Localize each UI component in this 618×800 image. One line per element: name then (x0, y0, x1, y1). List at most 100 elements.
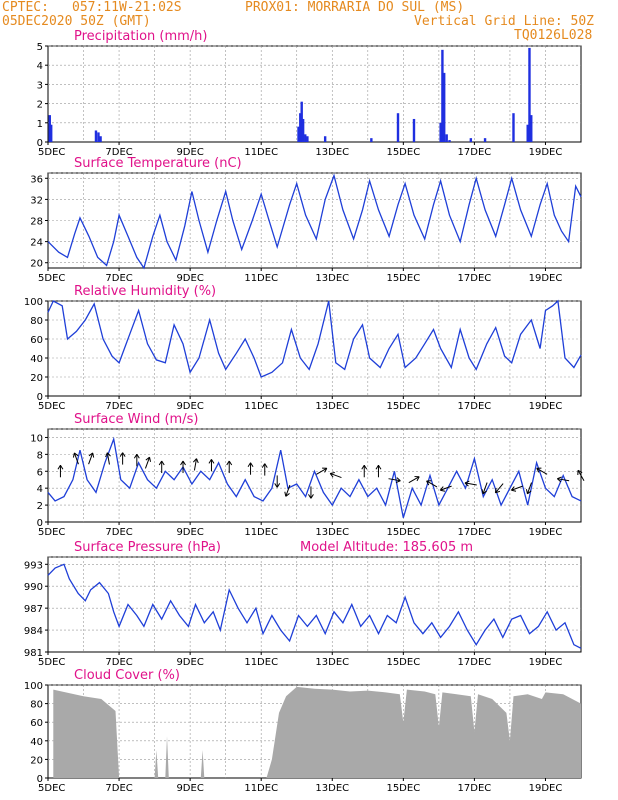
cloud-ytick-label: 80 (30, 700, 43, 711)
temp-xtick-label: 11DEC (244, 273, 278, 284)
precip-ytick-label: 0 (37, 138, 43, 149)
wind-wind-arrowhead (274, 483, 281, 488)
wind-wind-arrow (106, 452, 110, 465)
wind-wind-arrowhead (439, 486, 446, 492)
wind-wind-arrow (193, 458, 197, 471)
wind-wind-arrowhead (511, 486, 517, 492)
temp-xtick-label: 9DEC (176, 273, 203, 284)
header-source: CPTEC: (2, 0, 49, 15)
cloud-ytick-label: 60 (30, 718, 43, 729)
precip-bar (483, 138, 487, 142)
wind-wind-arrow (577, 470, 585, 481)
wind-wind-arrow (426, 480, 438, 488)
wind-wind-arrow (511, 485, 523, 491)
temp-title: Surface Temperature (nC) (74, 156, 242, 171)
wind-wind-arrowhead (158, 460, 165, 466)
wind-wind-arrow (73, 452, 79, 465)
precip-bar (301, 118, 305, 142)
temp-xtick-label: 5DEC (38, 273, 65, 284)
cloud-ytick-label: 100 (24, 681, 43, 692)
cloud-area (53, 686, 582, 778)
wind-title: Surface Wind (m/s) (74, 412, 198, 427)
rh-xtick-label: 5DEC (38, 401, 65, 412)
temp-ytick-label: 32 (30, 195, 43, 206)
cloud-xtick-label: 7DEC (105, 783, 132, 794)
rh-ytick-label: 0 (37, 392, 43, 403)
precip-bar (306, 136, 309, 142)
pressure-xtick-label: 17DEC (458, 657, 492, 668)
rh-xtick-label: 9DEC (176, 401, 203, 412)
precip-bar (323, 136, 327, 142)
cloud-xtick-label: 13DEC (315, 783, 349, 794)
precip-ytick-label: 1 (37, 119, 43, 130)
precip-ytick-label: 5 (37, 42, 43, 53)
rh-ytick-label: 100 (24, 297, 43, 308)
pressure-annotation: Model Altitude: 185.605 m (300, 540, 473, 555)
wind-wind-arrow (285, 484, 291, 497)
header-station: PROX01: MORRARIA DO SUL (MS) (245, 0, 465, 15)
temp-xtick-label: 13DEC (315, 273, 349, 284)
pressure-xtick-label: 19DEC (529, 657, 563, 668)
wind-wind-arrow (495, 483, 504, 494)
wind-wind-arrowhead (133, 454, 140, 459)
precip-bar (299, 113, 302, 142)
precip-bar (304, 134, 307, 142)
wind-wind-arrowhead (426, 480, 432, 486)
cloud-xtick-label: 19DEC (529, 783, 563, 794)
wind-wind-arrowhead (105, 452, 111, 458)
cloud-xtick-label: 9DEC (176, 783, 203, 794)
wind-series-line (47, 436, 582, 518)
pressure-ytick-label: 987 (24, 604, 43, 615)
wind-xtick-label: 5DEC (38, 527, 65, 538)
cloud-ytick-label: 40 (30, 737, 43, 748)
wind-ytick-label: 4 (37, 484, 43, 495)
cloud-xtick-label: 5DEC (38, 783, 65, 794)
pressure-ytick-label: 984 (24, 626, 43, 637)
wind-ytick-label: 6 (37, 467, 43, 478)
wind-wind-arrowhead (536, 467, 542, 473)
wind-wind-arrowhead (494, 488, 501, 494)
wind-wind-arrowhead (192, 458, 199, 464)
precip-bar (530, 115, 533, 142)
rh-ytick-label: 60 (30, 335, 43, 346)
wind-wind-arrow (88, 452, 94, 465)
temp-xtick-label: 17DEC (458, 273, 492, 284)
temp-xtick-label: 19DEC (529, 273, 563, 284)
wind-wind-arrowhead (525, 489, 532, 495)
precip-xtick-label: 17DEC (458, 147, 492, 158)
pressure-title: Surface Pressure (hPa) (74, 540, 221, 555)
pressure-series-line (47, 563, 582, 649)
wind-wind-arrowhead (145, 456, 152, 462)
wind-xtick-label: 7DEC (105, 527, 132, 538)
wind-ytick-label: 10 (30, 433, 43, 444)
wind-xtick-label: 13DEC (315, 527, 349, 538)
wind-wind-arrowhead (308, 494, 314, 499)
precip-xtick-label: 5DEC (38, 147, 65, 158)
wind-wind-arrowhead (464, 480, 470, 487)
temp-ytick-label: 28 (30, 217, 43, 228)
wind-wind-arrowhead (556, 476, 562, 483)
wind-frame (47, 428, 582, 523)
wind-ytick-label: 0 (37, 518, 43, 529)
wind-xtick-label: 9DEC (176, 527, 203, 538)
wind-wind-arrowhead (284, 491, 290, 497)
wind-wind-arrowhead (72, 452, 79, 458)
wind-ytick-label: 8 (37, 450, 43, 461)
wind-wind-arrow (144, 457, 151, 469)
rh-ytick-label: 40 (30, 354, 43, 365)
rh-ytick-label: 20 (30, 373, 43, 384)
wind-wind-arrowhead (361, 465, 368, 470)
pressure-xtick-label: 7DEC (105, 657, 132, 668)
wind-wind-arrowhead (414, 476, 420, 482)
pressure-xtick-label: 9DEC (176, 657, 203, 668)
temp-ytick-label: 20 (30, 259, 43, 270)
precip-bar (97, 132, 100, 142)
wind-wind-arrowhead (577, 469, 583, 476)
pressure-ytick-label: 981 (24, 648, 43, 659)
rh-xtick-label: 13DEC (315, 401, 349, 412)
precip-xtick-label: 19DEC (529, 147, 563, 158)
precip-bar (300, 101, 303, 142)
rh-ytick-label: 80 (30, 316, 43, 327)
cloud-ytick-label: 20 (30, 755, 43, 766)
precip-xtick-label: 9DEC (176, 147, 203, 158)
